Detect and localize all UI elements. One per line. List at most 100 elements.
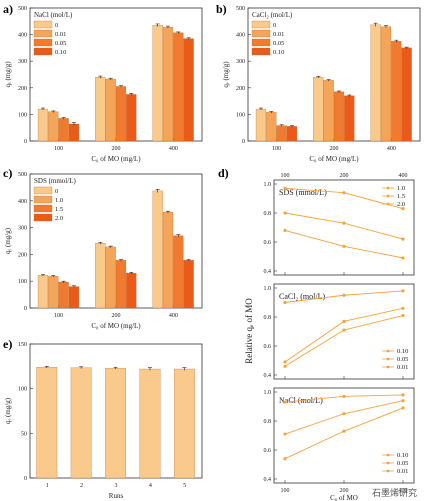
chart-c-legend-swatch xyxy=(33,186,53,195)
panel-label-b: b) xyxy=(216,2,227,16)
chart-d-point xyxy=(401,399,405,403)
chart-c-legend-swatch xyxy=(33,213,53,222)
chart-a-legend-swatch xyxy=(33,38,53,47)
chart-d-legend-label: 0.10 xyxy=(397,452,408,459)
chart-e: 0 50 100 150 1 2 3 4 5 Runs qₑ (mg/g) xyxy=(4,342,203,500)
chart-d-point xyxy=(342,191,346,195)
chart-b-legend-label: 0.05 xyxy=(273,40,284,47)
chart-c-ytick-label: 400 xyxy=(18,199,27,205)
chart-d-legend-marker xyxy=(386,194,390,198)
chart-d-point xyxy=(401,393,405,397)
chart-d-legend-label: 2.0 xyxy=(397,201,405,208)
chart-d-ytick-label: 0.6 xyxy=(264,448,272,454)
chart-a-legend-label: 0.01 xyxy=(55,31,66,38)
chart-c-bar xyxy=(95,242,106,309)
chart-a-bar xyxy=(173,32,184,142)
chart-e-xtick-label: 3 xyxy=(115,483,118,489)
chart-d-legend-label: 0.10 xyxy=(397,348,408,355)
chart-d-legend-label: 0.05 xyxy=(397,356,408,363)
chart-b-ylabel: qₑ (mg/g) xyxy=(222,61,230,88)
chart-d-point xyxy=(342,319,346,323)
chart-d-point xyxy=(283,211,287,215)
chart-b-legend-swatch xyxy=(251,38,271,47)
chart-d-legend-marker xyxy=(386,202,390,206)
chart-b-bar xyxy=(370,24,381,142)
chart-b-legend-label: 0 xyxy=(273,22,276,29)
chart-d-xtick-label: 200 xyxy=(340,488,349,494)
chart-c-bar xyxy=(58,281,69,309)
chart-e-bar xyxy=(70,367,92,479)
chart-d-top-xtick-label: 400 xyxy=(399,173,408,179)
chart-a-xlabel: C₀ of MO (mg/L) xyxy=(91,155,141,163)
chart-d-ytick-label: 0.4 xyxy=(264,477,272,483)
chart-a-ytick-label: 500 xyxy=(18,6,27,12)
chart-b-bar xyxy=(286,126,298,142)
chart-a-legend-label: 0.05 xyxy=(55,40,66,47)
chart-e-ytick-label: 100 xyxy=(18,387,27,393)
chart-a-legend-swatch xyxy=(33,29,53,38)
chart-b-bar xyxy=(380,26,392,142)
chart-d-point xyxy=(283,432,287,436)
chart-d-point xyxy=(342,328,346,332)
chart-a-bar xyxy=(48,111,59,142)
chart-d-ytick-label: 0.6 xyxy=(264,344,272,350)
chart-c-bar xyxy=(183,260,194,309)
chart-d-point xyxy=(283,186,287,190)
chart-b-ytick-label: 100 xyxy=(236,112,245,118)
chart-d-point xyxy=(342,244,346,248)
chart-a-ytick-label: 100 xyxy=(18,112,27,118)
chart-e-xlabel: Runs xyxy=(109,492,124,500)
chart-b-xlabel: C₀ of MO (mg/L) xyxy=(309,155,359,163)
chart-d-legend-label: 0.01 xyxy=(397,364,408,371)
chart-d-point xyxy=(283,300,287,305)
chart-d-legend-marker xyxy=(386,186,390,190)
chart-a-bar xyxy=(37,108,49,142)
chart-c-ytick-label: 200 xyxy=(18,252,27,258)
panel-label-a: a) xyxy=(3,2,13,16)
chart-e-xtick-label: 4 xyxy=(149,483,152,489)
chart-d-point xyxy=(342,293,346,297)
chart-d-point xyxy=(283,400,287,404)
chart-e-bar xyxy=(36,367,58,479)
chart-d-legend-marker xyxy=(386,365,390,369)
chart-e-bar xyxy=(139,368,161,479)
chart-c-ytick-label: 0 xyxy=(24,306,27,312)
chart-b-legend-swatch xyxy=(251,47,271,56)
chart-e-ytick-label: 0 xyxy=(24,476,27,482)
chart-c-bar xyxy=(48,276,59,309)
chart-b-legend-label: 0.01 xyxy=(273,31,284,38)
chart-d-xtick-label: 400 xyxy=(399,488,408,494)
chart-a-ytick-label: 300 xyxy=(18,59,27,65)
chart-c-legend-title: SDS (mmol/L) xyxy=(34,177,76,185)
chart-d-legend-marker xyxy=(386,453,390,457)
chart-c-xlabel: C₀ of MO (mg/L) xyxy=(91,322,141,330)
chart-c-bar xyxy=(173,235,184,309)
chart-a: 0 100 200 300 400 500 100 200 400 C₀ of MO (mg/L)… xyxy=(4,6,203,163)
chart-d-point xyxy=(283,457,287,461)
chart-c-legend-label: 0 xyxy=(55,188,58,195)
chart-c-ytick-label: 300 xyxy=(18,226,27,232)
chart-d-point xyxy=(283,360,287,364)
chart-d-point xyxy=(342,221,346,225)
chart-c-legend-label: 1.5 xyxy=(55,206,63,213)
chart-c-ytick-label: 100 xyxy=(18,279,27,285)
chart-d-xtick-label: 100 xyxy=(281,488,290,494)
chart-c-bar xyxy=(152,190,163,309)
chart-e-ytick-label: 150 xyxy=(18,342,27,348)
chart-a-bar xyxy=(162,27,174,142)
panel-label-c: c) xyxy=(3,166,12,180)
chart-d-subplot-title: SDS (mmol/L) xyxy=(279,188,327,197)
chart-a-legend-label: 0 xyxy=(55,22,58,29)
chart-c-legend-label: 1.0 xyxy=(55,197,63,204)
chart-b-bar xyxy=(401,47,412,142)
chart-d-ytick-label: 1.0 xyxy=(264,390,272,396)
chart-d-ytick-label: 1.0 xyxy=(264,182,272,188)
chart-a-ytick-label: 400 xyxy=(18,33,27,39)
chart-a-bar xyxy=(68,123,80,142)
chart-d-legend-marker xyxy=(386,349,390,353)
chart-d-legend-label: 0.01 xyxy=(397,468,408,475)
chart-a-legend-label: 0.10 xyxy=(55,49,66,56)
chart-b-bar xyxy=(391,41,402,142)
chart-c-legend-swatch xyxy=(33,195,53,204)
